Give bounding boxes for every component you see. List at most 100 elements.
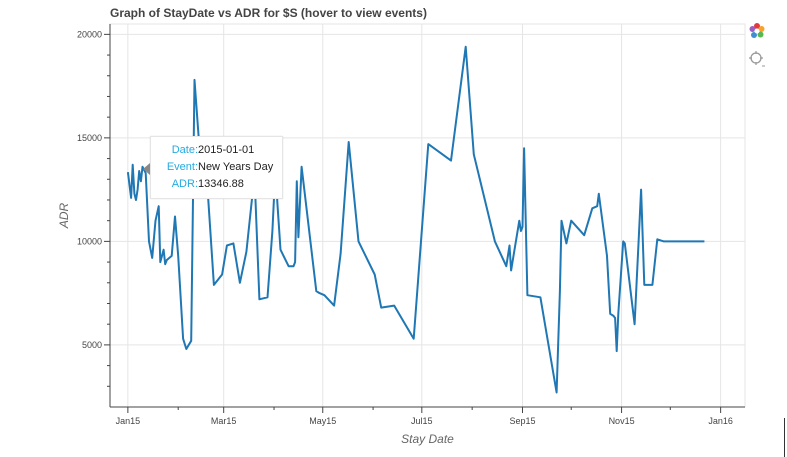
data-point[interactable]	[279, 248, 283, 252]
data-point[interactable]	[356, 239, 360, 243]
data-point[interactable]	[676, 239, 680, 243]
data-point[interactable]	[597, 192, 601, 196]
grid	[110, 24, 745, 407]
data-point[interactable]	[605, 254, 609, 258]
data-point[interactable]	[295, 179, 299, 183]
data-point[interactable]	[129, 196, 133, 200]
data-point[interactable]	[318, 291, 322, 295]
data-point[interactable]	[189, 339, 193, 343]
data-point[interactable]	[270, 229, 274, 233]
data-point[interactable]	[150, 256, 154, 260]
data-point[interactable]	[582, 233, 586, 237]
data-point[interactable]	[300, 165, 304, 169]
data-point[interactable]	[126, 170, 130, 174]
data-point[interactable]	[225, 244, 229, 248]
data-point[interactable]	[555, 391, 559, 395]
hover-tool-icon[interactable]	[748, 50, 766, 68]
data-point[interactable]	[558, 289, 562, 293]
data-point[interactable]	[153, 219, 157, 223]
data-point[interactable]	[157, 204, 161, 208]
toolbar	[748, 22, 768, 78]
data-point[interactable]	[392, 304, 396, 308]
data-point[interactable]	[519, 229, 523, 233]
data-point[interactable]	[702, 239, 706, 243]
series-group[interactable]	[126, 45, 707, 395]
data-point[interactable]	[266, 295, 270, 299]
data-point[interactable]	[559, 219, 563, 223]
data-point[interactable]	[615, 349, 619, 353]
data-point[interactable]	[339, 252, 343, 256]
data-point[interactable]	[412, 337, 416, 341]
data-point[interactable]	[504, 264, 508, 268]
data-point[interactable]	[293, 260, 297, 264]
data-point[interactable]	[655, 237, 659, 241]
data-point[interactable]	[162, 248, 166, 252]
data-point[interactable]	[292, 264, 296, 268]
data-point[interactable]	[165, 258, 169, 262]
tooltip-event-key: Event:	[166, 161, 198, 173]
data-point[interactable]	[522, 146, 526, 150]
tooltip-arrow	[143, 163, 150, 175]
data-point[interactable]	[347, 140, 351, 144]
data-point[interactable]	[633, 322, 637, 326]
data-point[interactable]	[181, 337, 185, 341]
data-point[interactable]	[595, 204, 599, 208]
data-point[interactable]	[613, 316, 617, 320]
data-point[interactable]	[373, 273, 377, 277]
data-point[interactable]	[139, 179, 143, 183]
data-point[interactable]	[332, 304, 336, 308]
data-point[interactable]	[509, 268, 513, 272]
data-point[interactable]	[231, 241, 235, 245]
x-tick-label: Sep15	[509, 416, 535, 426]
data-point[interactable]	[322, 293, 326, 297]
data-point[interactable]	[287, 264, 291, 268]
data-point[interactable]	[449, 159, 453, 163]
data-point[interactable]	[173, 215, 177, 219]
data-point[interactable]	[472, 152, 476, 156]
data-point[interactable]	[244, 250, 248, 254]
data-point[interactable]	[147, 239, 151, 243]
data-point[interactable]	[616, 312, 620, 316]
bokeh-logo-icon[interactable]	[748, 22, 766, 40]
data-point[interactable]	[569, 219, 573, 223]
data-point[interactable]	[379, 306, 383, 310]
data-point[interactable]	[238, 281, 242, 285]
x-tick-label: Jan15	[116, 416, 141, 426]
data-point[interactable]	[131, 163, 135, 167]
data-point[interactable]	[691, 239, 695, 243]
data-point[interactable]	[525, 293, 529, 297]
data-point[interactable]	[176, 254, 180, 258]
data-point[interactable]	[136, 188, 140, 192]
adr-series-line[interactable]	[126, 45, 705, 394]
data-point[interactable]	[564, 241, 568, 245]
data-point[interactable]	[662, 239, 666, 243]
data-point[interactable]	[639, 188, 643, 192]
data-point[interactable]	[137, 169, 141, 173]
data-point[interactable]	[158, 260, 162, 264]
data-point[interactable]	[275, 200, 279, 204]
data-point[interactable]	[650, 283, 654, 287]
data-point[interactable]	[464, 45, 468, 49]
data-point[interactable]	[163, 262, 167, 266]
data-point[interactable]	[521, 225, 525, 229]
chart-title: Graph of StayDate vs ADR for $S (hover t…	[110, 6, 427, 20]
data-point[interactable]	[296, 235, 300, 239]
tooltip-row-adr: ADR: 13346.88	[160, 176, 273, 193]
data-point[interactable]	[538, 295, 542, 299]
data-point[interactable]	[134, 198, 138, 202]
data-point[interactable]	[508, 244, 512, 248]
data-point[interactable]	[590, 206, 594, 210]
data-point[interactable]	[426, 142, 430, 146]
data-point[interactable]	[642, 283, 646, 287]
data-point[interactable]	[132, 192, 136, 196]
data-point[interactable]	[493, 239, 497, 243]
data-point[interactable]	[170, 254, 174, 258]
data-point[interactable]	[212, 283, 216, 287]
data-point[interactable]	[517, 219, 521, 223]
data-point[interactable]	[220, 273, 224, 277]
data-point[interactable]	[192, 78, 196, 82]
data-point[interactable]	[623, 241, 627, 245]
data-point[interactable]	[257, 297, 261, 301]
data-point[interactable]	[184, 347, 188, 351]
data-point[interactable]	[686, 239, 690, 243]
